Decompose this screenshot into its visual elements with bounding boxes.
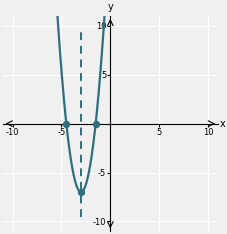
- Point: [64, 122, 68, 125]
- Point: [94, 122, 97, 125]
- Text: y: y: [107, 2, 113, 12]
- Text: x: x: [219, 119, 225, 129]
- Point: [79, 190, 82, 194]
